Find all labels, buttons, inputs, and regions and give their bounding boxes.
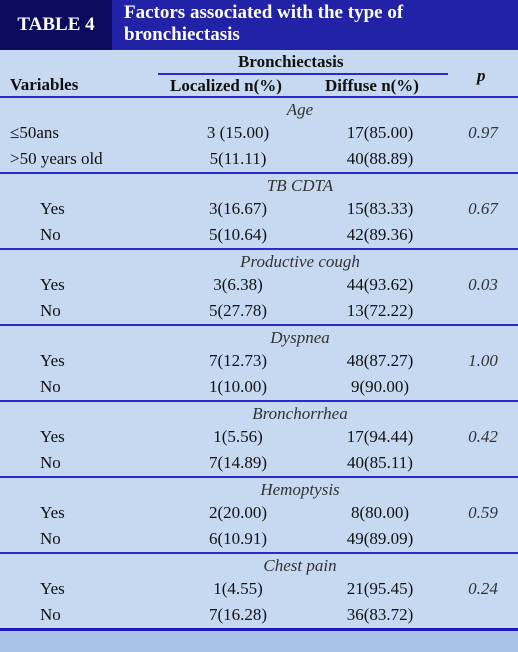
p-value: 0.42	[468, 427, 498, 446]
header-rule	[0, 96, 518, 98]
value-cell: 40(85.11)	[347, 453, 413, 472]
value-cell: 2(20.00)	[208, 503, 268, 522]
variable-cell: No	[40, 225, 61, 244]
value-cell: 42(89.36)	[346, 225, 414, 244]
value-cell: 49(89.09)	[346, 529, 414, 548]
group-label: Chest pain	[263, 556, 337, 575]
value-cell: 36(83.72)	[346, 605, 414, 624]
value-cell: 13(72.22)	[346, 301, 414, 320]
value-cell: 5(27.78)	[208, 301, 268, 320]
p-value: 0.67	[468, 199, 498, 218]
value-cell: 44(93.62)	[346, 275, 414, 294]
p-value: 0.03	[468, 275, 498, 294]
group-label: Hemoptysis	[260, 480, 340, 499]
value-cell: 21(95.45)	[346, 579, 414, 598]
group-rule	[0, 476, 518, 478]
group-rule	[0, 400, 518, 402]
p-value: 0.59	[468, 503, 498, 522]
variable-cell: >50 years old	[10, 149, 103, 168]
value-cell: 5(10.64)	[208, 225, 268, 244]
value-cell: 5(11.11)	[209, 149, 267, 168]
value-cell: 17(94.44)	[346, 427, 414, 446]
variable-cell: No	[40, 453, 61, 472]
value-cell: 7(14.89)	[208, 453, 268, 472]
value-cell: 17(85.00)	[346, 123, 414, 142]
variable-cell: No	[40, 605, 61, 624]
value-cell: 9(90.00)	[350, 377, 410, 396]
value-cell: 3(16.67)	[208, 199, 268, 218]
group-label: Bronchorrhea	[252, 404, 348, 423]
group-rule	[0, 324, 518, 326]
value-cell: 8(80.00)	[350, 503, 410, 522]
group-label: Productive cough	[240, 252, 360, 271]
value-cell: 40(88.89)	[346, 149, 414, 168]
col-header: p	[477, 66, 486, 85]
variable-cell: Yes	[40, 351, 65, 370]
col-header: Variables	[10, 75, 79, 94]
variable-cell: No	[40, 301, 61, 320]
group-rule	[0, 248, 518, 250]
footer-bar	[0, 630, 518, 652]
value-cell: 1(5.56)	[213, 427, 263, 446]
p-value: 1.00	[468, 351, 498, 370]
group-label: Age	[286, 100, 314, 119]
col-header: Localized n(%)	[170, 76, 282, 95]
group-label: Dyspnea	[270, 328, 330, 347]
variable-cell: Yes	[40, 503, 65, 522]
variable-cell: No	[40, 529, 61, 548]
value-cell: 7(16.28)	[208, 605, 268, 624]
value-cell: 7(12.73)	[208, 351, 268, 370]
variable-cell: Yes	[40, 427, 65, 446]
value-cell: 48(87.27)	[346, 351, 414, 370]
variable-cell: ≤50ans	[10, 123, 59, 142]
value-cell: 15(83.33)	[346, 199, 414, 218]
variable-cell: Yes	[40, 579, 65, 598]
p-value: 0.24	[468, 579, 498, 598]
value-cell: 3(6.38)	[213, 275, 263, 294]
variable-cell: No	[40, 377, 61, 396]
table-title: Factors associated with the type of bron…	[124, 2, 404, 45]
col-header: Diffuse n(%)	[325, 76, 419, 95]
table-label: TABLE 4	[0, 0, 112, 50]
variable-cell: Yes	[40, 199, 65, 218]
group-underline	[158, 73, 448, 75]
value-cell: 6(10.91)	[208, 529, 268, 548]
value-cell: 3 (15.00)	[206, 123, 270, 142]
group-rule	[0, 552, 518, 554]
group-header: Bronchiectasis	[238, 52, 344, 71]
bottom-rule	[0, 628, 518, 631]
value-cell: 1(4.55)	[213, 579, 263, 598]
title-bar	[112, 0, 518, 50]
value-cell: 1(10.00)	[208, 377, 268, 396]
group-rule	[0, 172, 518, 174]
p-value: 0.97	[468, 123, 498, 142]
variable-cell: Yes	[40, 275, 65, 294]
group-label: TB CDTA	[266, 176, 334, 195]
